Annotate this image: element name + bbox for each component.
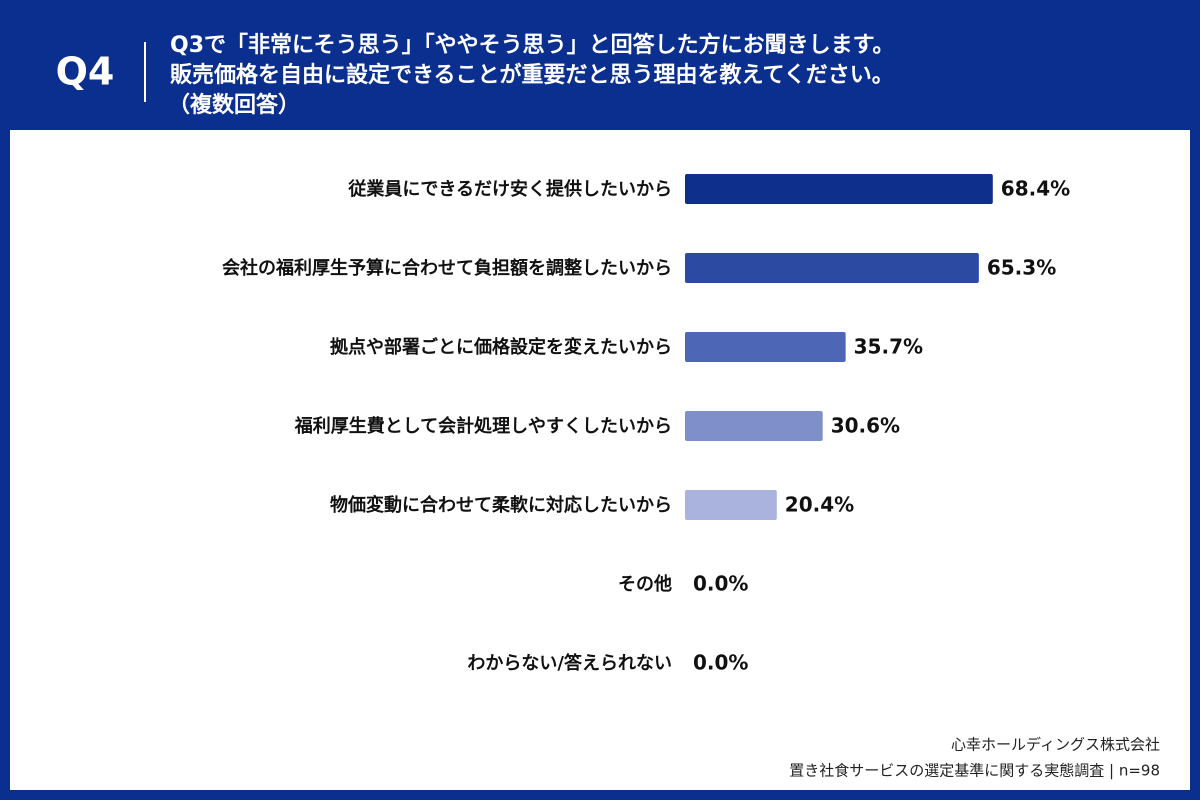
value-label: 0.0% (693, 651, 748, 675)
panel (10, 130, 1190, 790)
title: （複数回答） (168, 92, 300, 118)
category-label: その他 (618, 573, 672, 595)
value-label: 68.4% (1001, 177, 1070, 201)
bar (685, 490, 777, 520)
question-label: Q4 (56, 50, 115, 94)
category-label: わからない/答えられない (467, 652, 672, 674)
category-label: 福利厚生費として会計処理しやすくしたいから (294, 415, 672, 437)
bar (685, 332, 846, 362)
source: 置き社食サービスの選定基準に関する実態調査 | n=98 (789, 762, 1160, 780)
value-label: 30.6% (831, 414, 900, 438)
value-label: 0.0% (693, 572, 748, 596)
category-label: 会社の福利厚生予算に合わせて負担額を調整したいから (222, 257, 672, 279)
bar (685, 174, 993, 204)
bar (685, 411, 823, 441)
category-label: 拠点や部署ごとに価格設定を変えたいから (330, 336, 672, 358)
source: 心幸ホールディングス株式会社 (951, 736, 1160, 754)
category-label: 従業員にできるだけ安く提供したいから (347, 178, 672, 200)
value-label: 35.7% (854, 335, 923, 359)
title: 販売価格を自由に設定できることが重要だと思う理由を教えてください。 (170, 62, 894, 88)
value-label: 65.3% (987, 256, 1056, 280)
value-label: 20.4% (785, 493, 854, 517)
title: Q3で「非常にそう思う」「ややそう思う」と回答した方にお聞きします。 (170, 32, 894, 58)
category-label: 物価変動に合わせて柔軟に対応したいから (330, 494, 672, 516)
bar (685, 253, 979, 283)
